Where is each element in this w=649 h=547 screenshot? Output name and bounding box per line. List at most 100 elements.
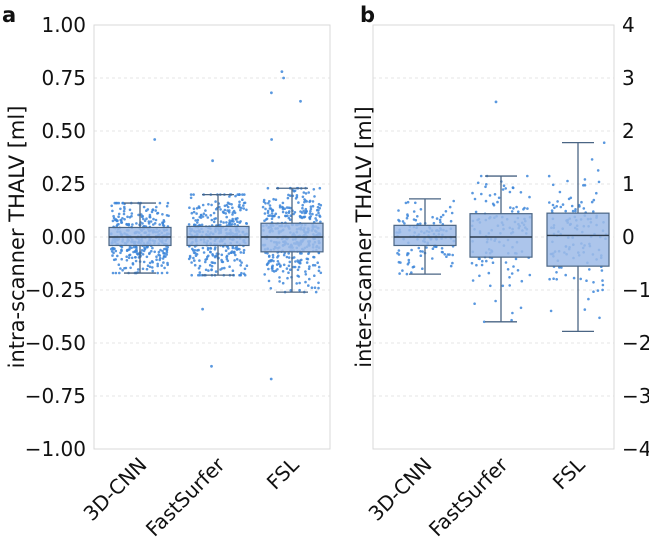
data-point <box>397 218 400 222</box>
data-point <box>243 193 246 196</box>
data-point <box>519 191 523 194</box>
data-point <box>126 223 129 226</box>
data-point <box>229 223 232 227</box>
data-point <box>114 218 117 222</box>
y-tick-label: −2 <box>622 331 649 355</box>
data-point <box>189 196 193 200</box>
data-point <box>551 183 555 187</box>
data-point <box>156 271 159 275</box>
data-point <box>501 188 505 191</box>
data-point <box>193 249 197 252</box>
data-point <box>199 216 203 219</box>
data-point <box>213 248 217 251</box>
data-point <box>517 210 520 213</box>
data-point <box>272 197 275 201</box>
data-point <box>233 211 237 215</box>
data-point <box>417 246 421 250</box>
data-point <box>583 308 587 311</box>
data-point <box>441 213 445 217</box>
data-point <box>189 193 193 196</box>
data-point <box>301 203 305 207</box>
data-point <box>452 199 456 203</box>
data-point <box>154 209 157 212</box>
data-point <box>311 212 314 216</box>
data-point <box>231 269 235 273</box>
data-point <box>555 278 558 281</box>
data-point <box>161 257 165 260</box>
data-point <box>482 320 486 324</box>
data-point <box>209 214 213 217</box>
data-point <box>286 196 290 200</box>
data-point <box>595 191 598 195</box>
data-point <box>281 205 284 209</box>
outlier-point <box>270 91 273 95</box>
data-point <box>310 286 314 290</box>
data-point <box>287 252 291 255</box>
data-point <box>190 273 193 277</box>
data-point <box>287 193 290 197</box>
data-point <box>590 200 594 204</box>
data-point <box>435 217 439 220</box>
data-point <box>268 207 272 210</box>
data-point <box>241 198 244 201</box>
data-point <box>125 255 128 258</box>
category-label: FastSurfer <box>424 452 513 541</box>
data-point <box>211 261 215 265</box>
data-point <box>231 206 234 210</box>
data-point <box>243 267 247 271</box>
data-point <box>263 212 267 215</box>
data-point <box>143 219 147 222</box>
data-point <box>119 267 122 270</box>
data-point <box>204 214 208 217</box>
data-point <box>555 271 558 274</box>
data-point <box>289 268 292 272</box>
data-point <box>305 261 309 264</box>
data-point <box>510 272 514 275</box>
data-point <box>123 218 126 221</box>
data-point <box>597 180 601 184</box>
data-point <box>115 201 119 205</box>
data-point <box>117 215 120 218</box>
data-point <box>134 255 137 259</box>
y-tick-label: 1.00 <box>41 13 86 37</box>
data-point <box>583 178 587 181</box>
box-iqr <box>186 225 250 247</box>
data-point <box>161 213 164 216</box>
data-point <box>234 247 237 250</box>
data-point <box>145 255 149 259</box>
data-point <box>120 257 123 261</box>
data-point <box>311 263 315 267</box>
data-point <box>401 220 405 223</box>
data-point <box>292 256 296 259</box>
data-point <box>316 205 320 209</box>
data-point <box>155 258 158 262</box>
data-point <box>220 253 224 257</box>
data-point <box>234 194 237 198</box>
data-point <box>281 210 285 214</box>
data-point <box>305 210 309 213</box>
data-point <box>202 212 206 215</box>
data-point <box>487 271 491 275</box>
yticks-b: 4 3 2 1 0 −1 −2 −3 −4 <box>622 13 649 461</box>
data-point <box>209 250 212 254</box>
data-point <box>312 188 316 191</box>
data-point <box>315 208 319 212</box>
data-point <box>227 247 230 250</box>
data-point <box>314 217 317 220</box>
data-point <box>210 264 214 268</box>
data-point <box>570 204 574 208</box>
data-point <box>470 261 474 265</box>
data-point <box>114 271 118 275</box>
data-point <box>146 208 150 211</box>
data-point <box>116 254 119 258</box>
data-point <box>110 204 113 208</box>
data-point <box>231 246 235 250</box>
data-point <box>233 222 237 226</box>
data-point <box>308 277 311 281</box>
data-point <box>512 207 515 210</box>
data-point <box>293 189 297 192</box>
box-iqr <box>393 224 457 247</box>
panel-b: b 4 3 2 1 0 −1 −2 −3 −4 inter-scanner THALV [ml]… <box>352 3 649 541</box>
data-point <box>239 273 242 277</box>
data-point <box>431 215 434 219</box>
